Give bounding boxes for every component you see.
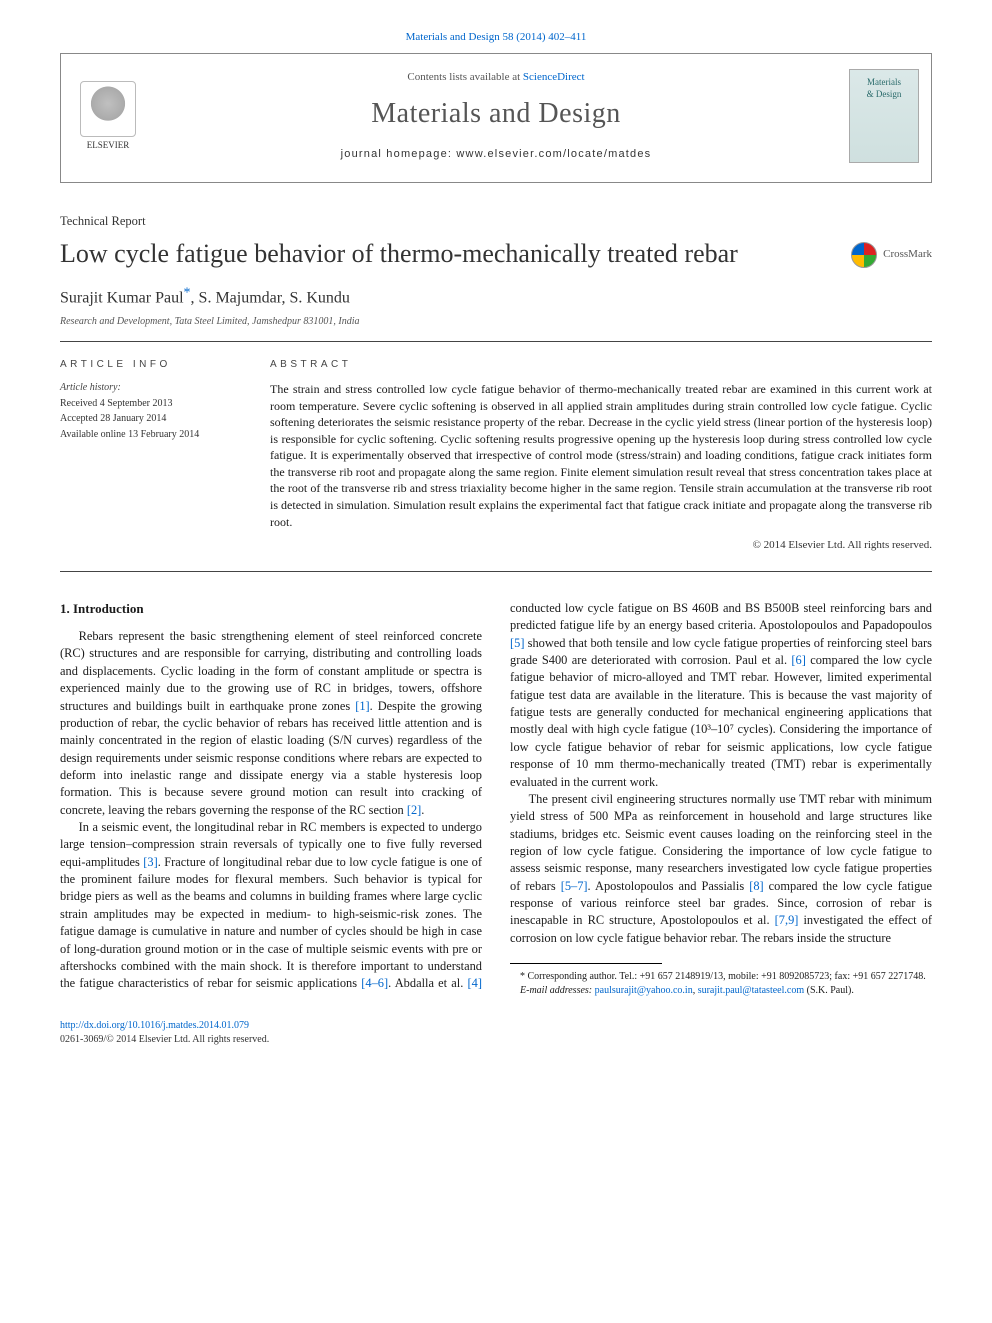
issn-line: 0261-3069/© 2014 Elsevier Ltd. All right… (60, 1034, 269, 1045)
publisher-logo: ELSEVIER (73, 81, 143, 151)
journal-name: Materials and Design (143, 95, 849, 133)
corresponding-author-link[interactable]: * (184, 285, 191, 300)
authors-line: Surajit Kumar Paul*, S. Majumdar, S. Kun… (60, 284, 932, 309)
article-info: ARTICLE INFO Article history: Received 4… (60, 358, 270, 553)
doi-block: http://dx.doi.org/10.1016/j.matdes.2014.… (60, 1019, 932, 1046)
received-date: Received 4 September 2013 (60, 397, 252, 411)
elsevier-tree-icon (80, 81, 136, 137)
history-label: Article history: (60, 381, 252, 395)
accepted-date: Accepted 28 January 2014 (60, 412, 252, 426)
footnote-rule (510, 963, 662, 964)
citation[interactable]: [5–7] (561, 879, 588, 893)
article-meta-block: ARTICLE INFO Article history: Received 4… (60, 342, 932, 572)
abstract-block: ABSTRACT The strain and stress controlle… (270, 358, 932, 553)
crossmark-badge[interactable]: CrossMark (851, 242, 932, 268)
article-type: Technical Report (60, 213, 932, 230)
body-columns: 1. Introduction Rebars represent the bas… (60, 600, 932, 997)
footnotes: * Corresponding author. Tel.: +91 657 21… (510, 970, 932, 997)
citation[interactable]: [1] (355, 699, 369, 713)
online-date: Available online 13 February 2014 (60, 428, 252, 442)
article-info-heading: ARTICLE INFO (60, 358, 252, 372)
citation[interactable]: [6] (791, 653, 805, 667)
contents-line: Contents lists available at ScienceDirec… (143, 70, 849, 85)
citation[interactable]: [4] (468, 976, 482, 990)
crossmark-icon (851, 242, 877, 268)
abstract-heading: ABSTRACT (270, 358, 932, 372)
publisher-label: ELSEVIER (87, 139, 130, 151)
email-link[interactable]: surajit.paul@tatasteel.com (698, 985, 804, 996)
corr-symbol: * (520, 971, 525, 982)
body-paragraph: The present civil engineering structures… (510, 791, 932, 947)
journal-header: ELSEVIER Contents lists available at Sci… (60, 53, 932, 183)
citation[interactable]: [7,9] (775, 913, 799, 927)
citation[interactable]: [8] (749, 879, 763, 893)
citation[interactable]: [4–6] (361, 976, 388, 990)
email-link[interactable]: paulsurajit@yahoo.co.in (595, 985, 693, 996)
citation-anchor[interactable]: Materials and Design 58 (2014) 402–411 (406, 31, 587, 43)
citation-link: Materials and Design 58 (2014) 402–411 (60, 30, 932, 45)
journal-homepage: journal homepage: www.elsevier.com/locat… (143, 147, 849, 162)
doi-link[interactable]: http://dx.doi.org/10.1016/j.matdes.2014.… (60, 1020, 249, 1031)
citation[interactable]: [3] (143, 855, 157, 869)
body-paragraph: Rebars represent the basic strengthening… (60, 628, 482, 819)
abstract-text: The strain and stress controlled low cyc… (270, 381, 932, 530)
journal-cover-thumbnail: Materials & Design (849, 69, 919, 163)
citation[interactable]: [2] (407, 803, 421, 817)
section-heading: 1. Introduction (60, 600, 482, 618)
sciencedirect-link[interactable]: ScienceDirect (523, 71, 585, 83)
article-title: Low cycle fatigue behavior of thermo-mec… (60, 238, 835, 271)
citation[interactable]: [5] (510, 636, 524, 650)
affiliation: Research and Development, Tata Steel Lim… (60, 315, 932, 329)
abstract-copyright: © 2014 Elsevier Ltd. All rights reserved… (270, 538, 932, 553)
